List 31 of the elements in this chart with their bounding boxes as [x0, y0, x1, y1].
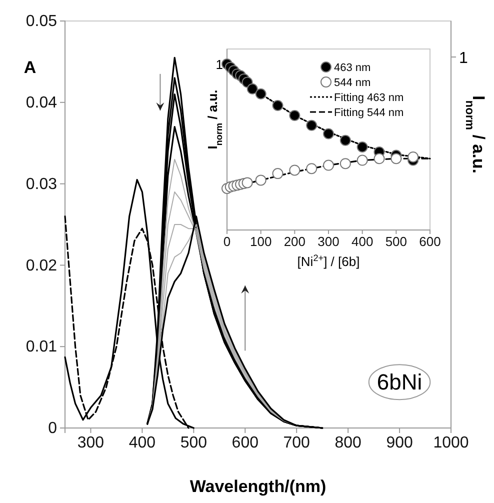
annotation: 1	[216, 57, 223, 72]
y-tick-label: 0.01	[26, 338, 58, 356]
x-tick-label: 500	[385, 234, 408, 250]
x-tick-label: 500	[180, 434, 208, 452]
x-tick-label: 0	[223, 234, 231, 250]
legend-label: 463 nm	[334, 62, 371, 74]
x-tick-label: 400	[128, 434, 156, 452]
x-tick-label: 600	[232, 434, 259, 452]
x-tick-label: 200	[284, 234, 306, 250]
x-tick-label: 800	[334, 434, 362, 452]
legend-label: Fitting 463 nm	[334, 92, 404, 104]
text: 1	[459, 50, 468, 67]
y-tick-label: 0.03	[26, 176, 58, 193]
x-tick-label: 700	[283, 434, 310, 452]
y-tick-label: 0	[48, 420, 58, 438]
y-tick-label: 0.04	[26, 94, 58, 112]
legend-label: 544 nm	[334, 77, 371, 89]
y-tick-label: 0.05	[26, 13, 58, 30]
x-tick-label: 1000	[433, 434, 469, 452]
legend-label: Fitting 544 nm	[334, 107, 404, 119]
x-tick-label: 300	[77, 434, 104, 452]
x-tick-label: 400	[351, 234, 374, 250]
annotation: 6bNi	[376, 370, 422, 395]
x-axis-title: Wavelength/(nm)	[190, 477, 326, 496]
x-tick-label: 600	[419, 234, 441, 250]
x-tick-label: 100	[250, 234, 272, 250]
x-tick-label: 900	[386, 434, 413, 452]
y-tick-label: 0.02	[26, 257, 58, 274]
x-axis-title: [Ni$^{2+}$] / [6b]	[297, 253, 360, 269]
x-tick-label: 300	[318, 234, 340, 250]
y-axis-title: A	[24, 58, 36, 77]
